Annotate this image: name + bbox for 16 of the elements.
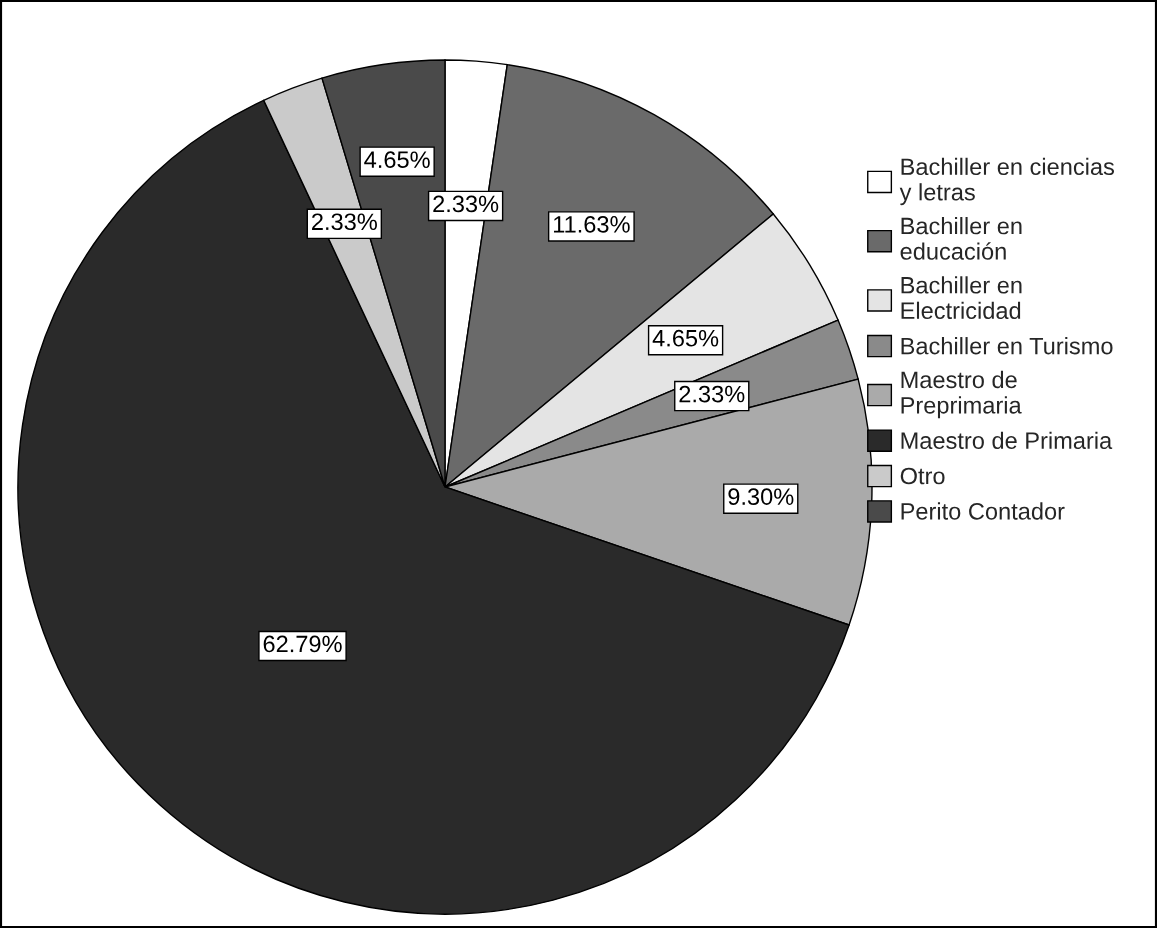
legend-label: Bachiller en ciencias y letras xyxy=(899,157,1115,206)
data-label: 2.33% xyxy=(433,195,499,213)
legend-label: Bachiller en Electricidad xyxy=(901,276,1022,320)
legend-label: Otro xyxy=(900,467,945,485)
data-label: 62.79% xyxy=(263,635,342,653)
data-label: 2.33% xyxy=(679,385,745,403)
data-label: 4.65% xyxy=(364,151,430,169)
data-label: 2.33% xyxy=(312,213,377,231)
legend-label: Bachiller en educación xyxy=(900,217,1022,260)
legend-label: Maestro de Preprimaria xyxy=(901,370,1022,419)
legend-label: Bachiller en Turismo xyxy=(901,337,1113,355)
data-label: 11.63% xyxy=(554,216,630,233)
data-label: 9.30% xyxy=(728,488,794,505)
data-label: 4.65% xyxy=(652,329,719,347)
legend-label: Maestro de Primaria xyxy=(901,431,1113,449)
legend-label: Perito Contador xyxy=(901,502,1065,520)
